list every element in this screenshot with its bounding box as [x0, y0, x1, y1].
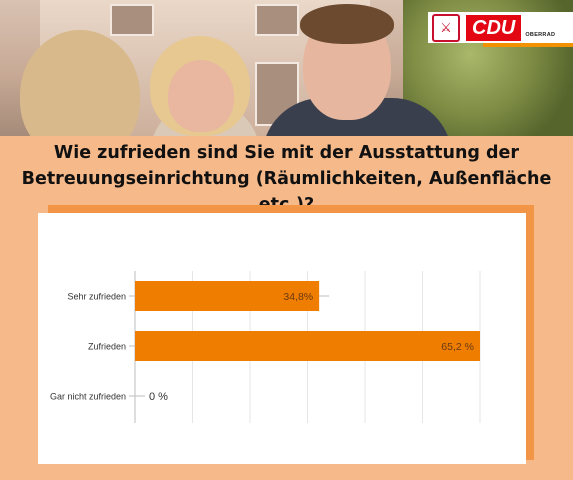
- category-label: Gar nicht zufrieden: [50, 392, 126, 402]
- data-label: 65,2 %: [441, 341, 474, 353]
- chart-card: Sehr zufrieden 34,8% Zufrieden 65,2 % Gar ni…: [38, 213, 526, 464]
- window: [110, 4, 154, 36]
- window: [255, 4, 299, 36]
- crest-icon: ⚔: [432, 13, 460, 42]
- bar: [135, 281, 320, 311]
- question-line-1: Wie zufrieden sind Sie mit der Ausstattu…: [53, 143, 520, 163]
- category-label: Sehr zufrieden: [67, 292, 126, 302]
- chart-bars: [135, 281, 480, 361]
- data-label: 34,8%: [283, 291, 313, 303]
- logo-brand: CDU: [466, 14, 522, 41]
- chart-labels: Sehr zufrieden 34,8% Zufrieden 65,2 % Gar ni…: [50, 291, 474, 403]
- logo-stripe: [483, 43, 573, 47]
- survey-question: Wie zufrieden sind Sie mit der Ausstattu…: [0, 140, 573, 218]
- person-right-hair: [300, 4, 394, 44]
- category-label: Zufrieden: [88, 342, 126, 352]
- bar: [135, 331, 480, 361]
- person-left-hair: [20, 30, 140, 136]
- cdu-logo: ⚔ CDU OBERRAD: [428, 12, 573, 47]
- person-middle-face: [168, 60, 234, 132]
- bar-chart: Sehr zufrieden 34,8% Zufrieden 65,2 % Gar ni…: [50, 271, 481, 423]
- logo-location: OBERRAD: [525, 31, 556, 38]
- data-label: 0 %: [149, 391, 168, 403]
